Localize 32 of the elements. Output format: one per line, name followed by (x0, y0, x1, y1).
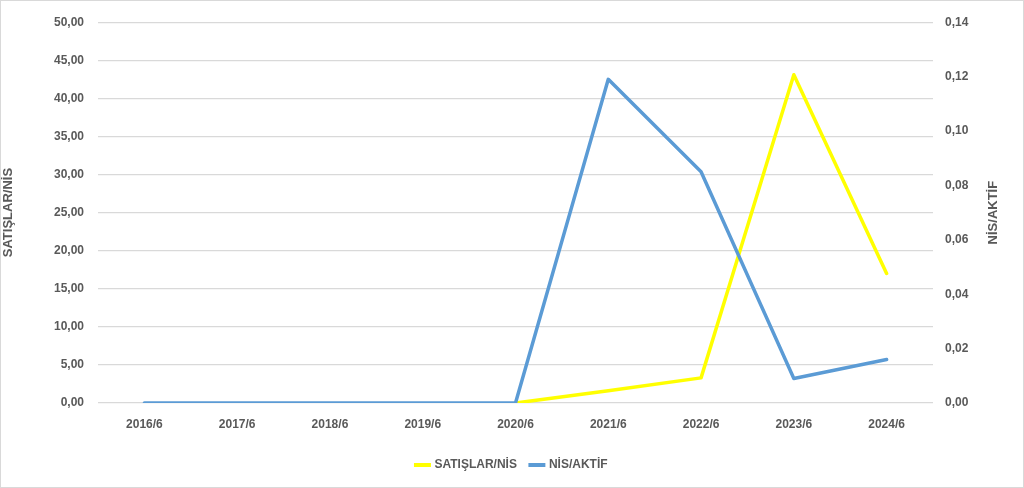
x-tick-label: 2021/6 (589, 416, 627, 431)
y-tick-label: 25,00 (53, 204, 85, 219)
x-tick-label: 2019/6 (404, 416, 442, 431)
y-tick-label: 30,00 (53, 166, 85, 181)
x-tick-label: 2022/6 (682, 416, 720, 431)
y2-tick-label: 0,14 (945, 14, 969, 29)
y2-tick-label: 0,08 (945, 177, 969, 192)
y-tick-label: 35,00 (53, 128, 85, 143)
x-tick-label: 2016/6 (126, 416, 164, 431)
y-tick-label: 10,00 (53, 319, 85, 334)
y2-tick-label: 0,02 (945, 340, 969, 355)
y-tick-label: 45,00 (53, 52, 85, 67)
y-tick-label: 50,00 (53, 14, 85, 29)
y2-tick-label: 0,10 (945, 123, 969, 138)
legend-label: NİS/AKTİF (548, 456, 608, 472)
x-tick-label: 2023/6 (775, 416, 813, 431)
x-tick-label: 2020/6 (497, 416, 535, 431)
y2-tick-label: 0,04 (945, 286, 969, 301)
y-tick-label: 5,00 (60, 357, 85, 372)
x-tick-label: 2018/6 (311, 416, 349, 431)
y-tick-label: 20,00 (53, 242, 85, 257)
y2-tick-label: 0,00 (945, 395, 969, 410)
y-tick-label: 0,00 (60, 395, 85, 410)
y-axis-title: SATIŞLAR/NİS (0, 167, 16, 258)
x-tick-label: 2024/6 (868, 416, 906, 431)
y-tick-label: 40,00 (53, 90, 85, 105)
x-tick-label: 2017/6 (218, 416, 256, 431)
legend-label: SATIŞLAR/NİS (434, 456, 517, 472)
y-tick-label: 15,00 (53, 281, 85, 296)
y2-tick-label: 0,06 (945, 232, 969, 247)
y2-tick-label: 0,12 (945, 68, 969, 83)
y2-axis-title: NİS/AKTİF (984, 180, 1000, 245)
